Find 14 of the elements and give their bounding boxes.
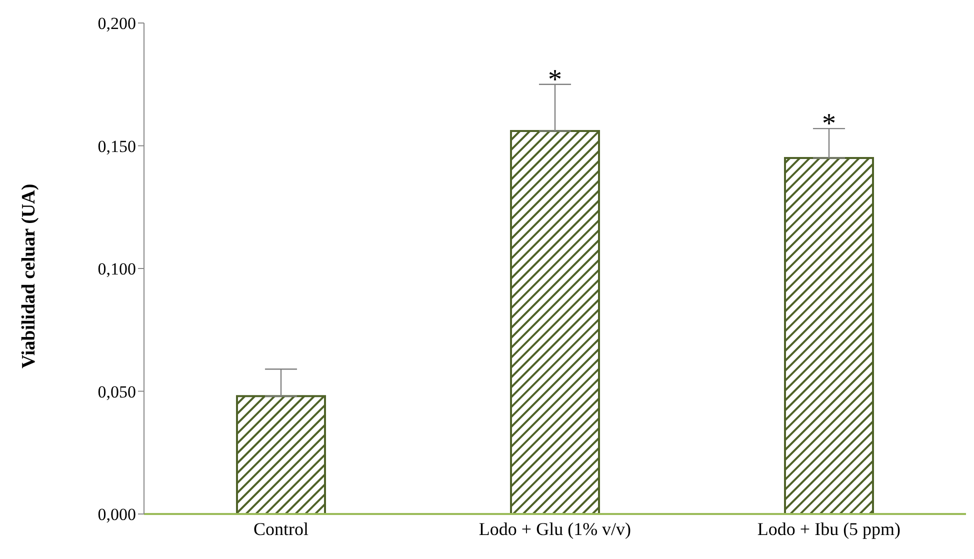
annotation: *: [548, 64, 562, 96]
x-tick-label: Lodo + Ibu (5 ppm): [757, 518, 901, 539]
y-tick-label: 0,200: [98, 14, 136, 34]
bar: [784, 157, 874, 514]
annotation: *: [822, 108, 836, 140]
x-tick-label: Control: [253, 518, 309, 539]
x-tick-label: Lodo + Glu (1% v/v): [478, 518, 632, 539]
y-tick-label: 0,000: [98, 505, 136, 524]
y-tick-label: 0,100: [98, 260, 136, 279]
bar: [236, 395, 326, 514]
y-tick-label: 0,150: [98, 136, 136, 156]
bar: [510, 130, 600, 514]
y-axis-title: Viabilidad celuar (UA): [18, 184, 40, 368]
y-tick-label: 0,050: [98, 382, 136, 402]
